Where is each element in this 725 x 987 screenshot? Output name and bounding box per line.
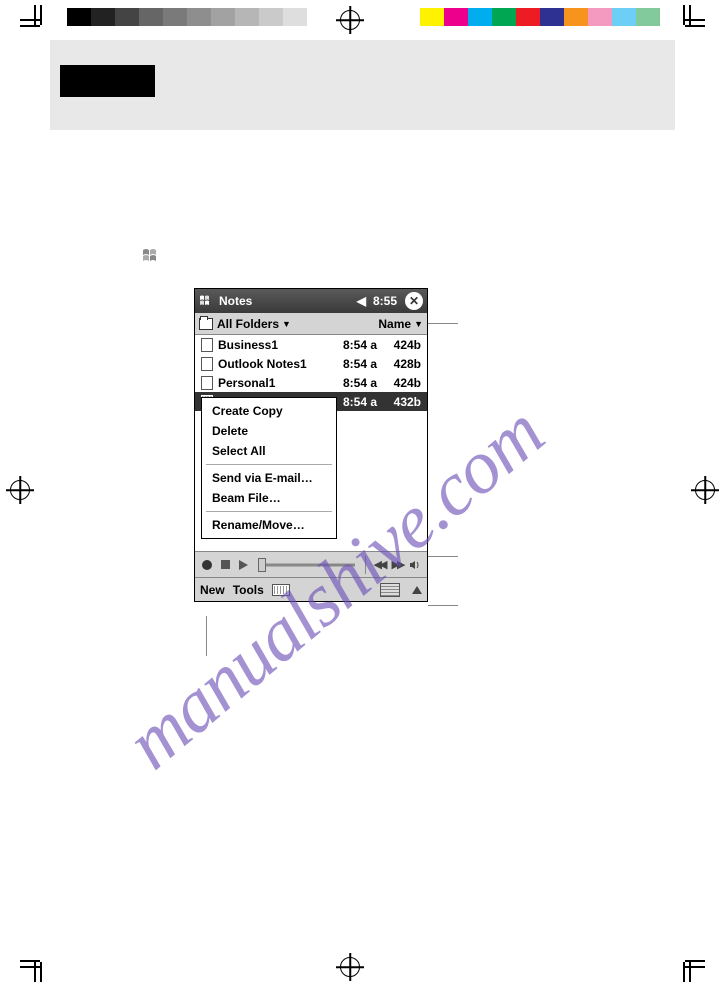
callout-line	[428, 605, 458, 606]
note-row[interactable]: Business18:54 a424b	[195, 335, 427, 354]
context-menu-item[interactable]: Beam File…	[202, 488, 336, 508]
crop-mark	[20, 952, 50, 982]
play-button[interactable]	[236, 558, 250, 572]
note-name: Business1	[218, 338, 333, 352]
context-menu-item[interactable]: Rename/Move…	[202, 515, 336, 535]
note-name: Personal1	[218, 376, 333, 390]
folder-label: All Folders	[217, 317, 279, 331]
grayscale-calibration-bar	[67, 8, 331, 26]
note-row[interactable]: Personal18:54 a424b	[195, 373, 427, 392]
chevron-down-icon: ▼	[282, 319, 291, 329]
skip-forward-button[interactable]: ▶▶	[390, 558, 404, 572]
volume-button[interactable]	[408, 558, 422, 572]
note-size: 424b	[377, 338, 421, 352]
input-panel-expand[interactable]	[412, 586, 422, 594]
registration-mark	[695, 480, 715, 500]
close-button[interactable]: ✕	[405, 292, 423, 310]
divider	[206, 464, 332, 465]
color-calibration-bar	[420, 8, 660, 26]
clock[interactable]: 8:55	[373, 294, 397, 308]
crop-mark	[675, 952, 705, 982]
note-time: 8:54 a	[333, 357, 377, 371]
recording-toolbar-toggle[interactable]	[272, 584, 290, 596]
context-menu-item[interactable]: Delete	[202, 421, 336, 441]
note-time: 8:54 a	[333, 376, 377, 390]
registration-mark	[340, 957, 360, 977]
playback-slider[interactable]	[258, 558, 355, 572]
chevron-down-icon: ▼	[414, 319, 423, 329]
sort-label: Name	[378, 317, 411, 331]
note-size: 424b	[377, 376, 421, 390]
note-icon	[201, 376, 213, 390]
note-time: 8:54 a	[333, 338, 377, 352]
divider	[206, 511, 332, 512]
folder-dropdown[interactable]: All Folders ▼	[199, 317, 291, 331]
context-menu-item[interactable]: Send via E-mail…	[202, 468, 336, 488]
callout-line	[428, 323, 458, 324]
pocketpc-window: Notes ◀ 8:55 ✕ All Folders ▼ Name ▼ Busi…	[194, 288, 428, 602]
callout-line	[428, 556, 458, 557]
folder-icon	[199, 318, 213, 330]
note-name: Outlook Notes1	[218, 357, 333, 371]
context-menu: Create CopyDeleteSelect All Send via E-ma…	[201, 397, 337, 539]
folder-toolbar: All Folders ▼ Name ▼	[195, 313, 427, 335]
registration-mark	[340, 10, 360, 30]
page-number-block	[60, 65, 155, 97]
record-button[interactable]	[200, 558, 214, 572]
app-title: Notes	[219, 294, 353, 308]
note-icon	[201, 338, 213, 352]
windows-flag-icon	[142, 248, 162, 264]
command-bar: New Tools	[195, 577, 427, 601]
registration-mark	[10, 480, 30, 500]
playback-toolbar: ◀◀ ▶▶	[195, 551, 427, 577]
input-panel-button[interactable]	[380, 583, 400, 597]
tools-menu[interactable]: Tools	[233, 583, 264, 597]
divider	[365, 556, 366, 574]
note-icon	[201, 357, 213, 371]
note-row[interactable]: Outlook Notes18:54 a428b	[195, 354, 427, 373]
new-button[interactable]: New	[200, 583, 225, 597]
stop-button[interactable]	[218, 558, 232, 572]
sort-dropdown[interactable]: Name ▼	[378, 317, 423, 331]
context-menu-item[interactable]: Select All	[202, 441, 336, 461]
skip-back-button[interactable]: ◀◀	[372, 558, 386, 572]
start-flag-icon[interactable]	[199, 294, 215, 308]
speaker-icon[interactable]: ◀	[357, 294, 366, 308]
crop-mark	[20, 5, 50, 35]
note-time: 8:54 a	[333, 395, 377, 409]
crop-mark	[675, 5, 705, 35]
titlebar: Notes ◀ 8:55 ✕	[195, 289, 427, 313]
context-menu-item[interactable]: Create Copy	[202, 401, 336, 421]
note-size: 432b	[377, 395, 421, 409]
callout-line	[206, 616, 207, 656]
note-size: 428b	[377, 357, 421, 371]
